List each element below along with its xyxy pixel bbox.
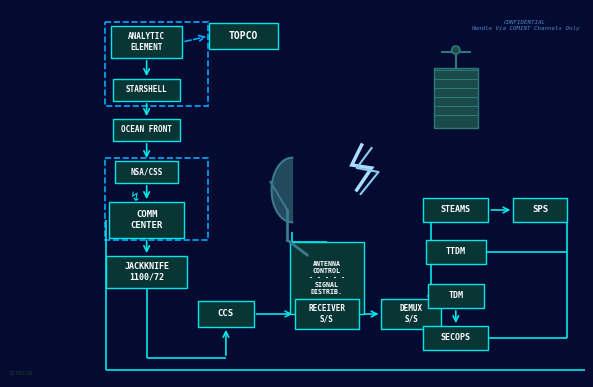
Text: ANALYTIC
ELEMENT: ANALYTIC ELEMENT [128, 32, 165, 52]
FancyBboxPatch shape [113, 119, 180, 141]
Text: TDM: TDM [448, 291, 463, 300]
Polygon shape [272, 158, 292, 222]
Text: JACKKNIFE
1100/72: JACKKNIFE 1100/72 [124, 262, 169, 282]
FancyBboxPatch shape [209, 23, 279, 49]
Text: TOPCO: TOPCO [229, 31, 259, 41]
Text: SPS: SPS [532, 205, 548, 214]
FancyBboxPatch shape [428, 284, 483, 308]
Text: STEAMS: STEAMS [441, 205, 471, 214]
Text: CONFIDENTIAL
Handle Via COMINT Channels Only: CONFIDENTIAL Handle Via COMINT Channels … [471, 20, 579, 31]
Text: COMM
CENTER: COMM CENTER [130, 210, 162, 230]
Text: ↯: ↯ [129, 190, 140, 204]
Text: DEMUX
S/S: DEMUX S/S [400, 304, 423, 324]
Text: ECHELON: ECHELON [10, 371, 33, 376]
Text: TTDM: TTDM [446, 248, 466, 257]
FancyBboxPatch shape [106, 256, 187, 288]
FancyBboxPatch shape [426, 240, 486, 264]
FancyBboxPatch shape [295, 299, 359, 329]
FancyBboxPatch shape [423, 326, 489, 350]
FancyBboxPatch shape [514, 198, 567, 222]
Text: RECEIVER
S/S: RECEIVER S/S [308, 304, 346, 324]
FancyBboxPatch shape [109, 202, 184, 238]
FancyBboxPatch shape [434, 68, 477, 128]
Text: OCEAN FRONT: OCEAN FRONT [121, 125, 172, 135]
FancyBboxPatch shape [381, 299, 441, 329]
FancyBboxPatch shape [113, 79, 180, 101]
FancyBboxPatch shape [423, 198, 489, 222]
FancyBboxPatch shape [198, 301, 254, 327]
Text: STARSHELL: STARSHELL [126, 86, 167, 94]
FancyBboxPatch shape [115, 161, 178, 183]
FancyBboxPatch shape [111, 26, 182, 58]
Text: SECOPS: SECOPS [441, 334, 471, 342]
Text: ANTENNA
CONTROL
- - - - -
SIGNAL
DISTRIB.: ANTENNA CONTROL - - - - - SIGNAL DISTRIB… [309, 261, 345, 295]
Text: CCS: CCS [218, 310, 234, 319]
Text: NSA/CSS: NSA/CSS [130, 168, 163, 176]
Circle shape [452, 46, 460, 54]
FancyBboxPatch shape [291, 242, 364, 314]
